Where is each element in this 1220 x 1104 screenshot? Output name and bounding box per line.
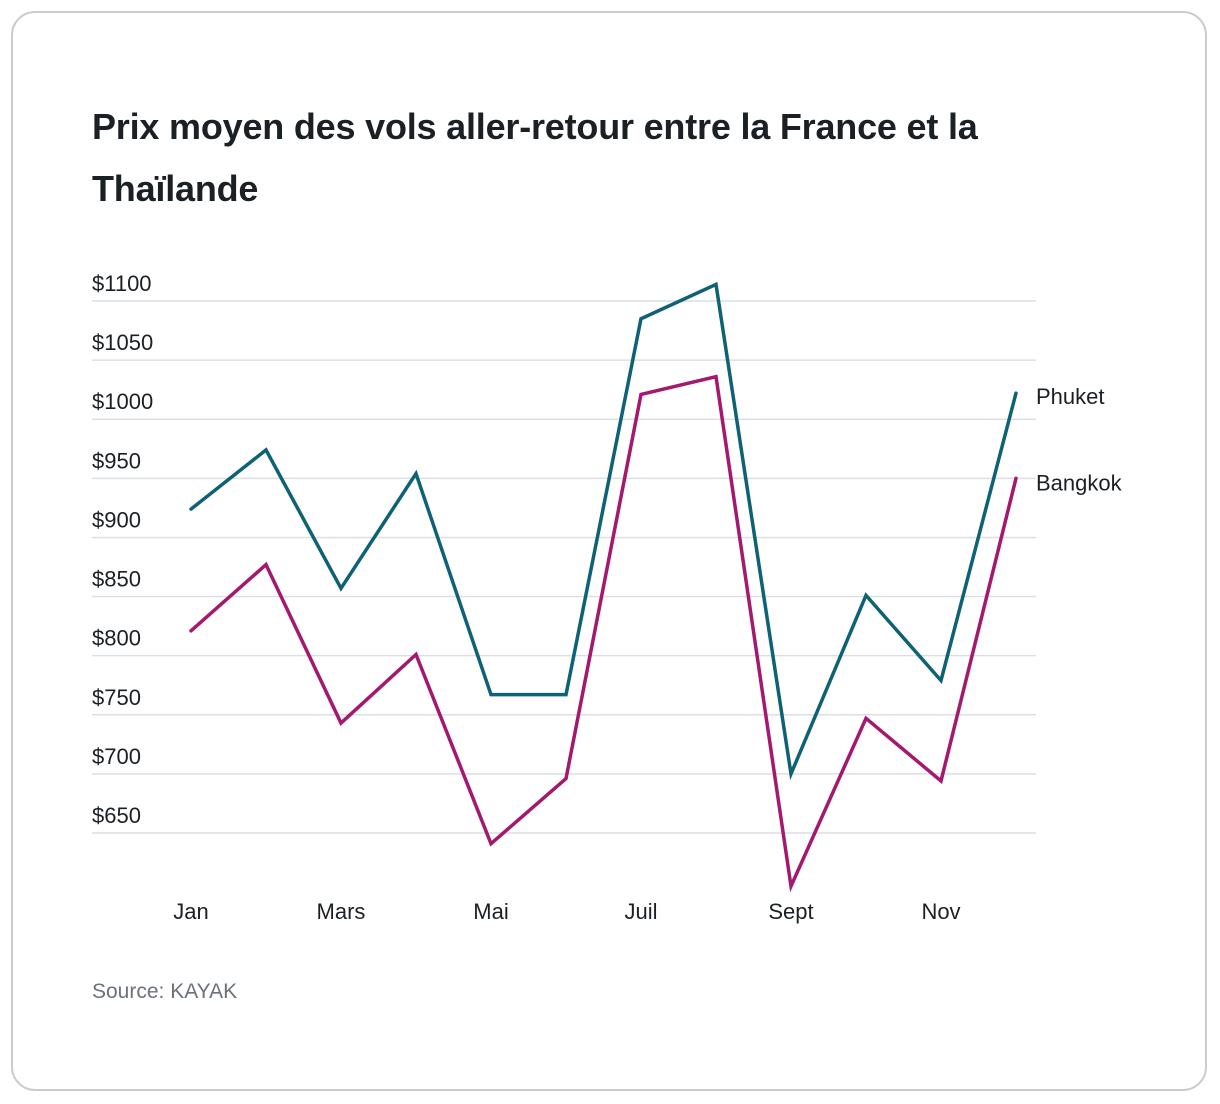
y-tick-label: $850 — [92, 567, 141, 592]
x-tick-label: Mai — [473, 899, 508, 924]
y-tick-label: $900 — [92, 507, 141, 532]
y-tick-label: $1100 — [92, 271, 152, 296]
y-tick-label: $750 — [92, 685, 141, 710]
series-lines — [189, 281, 1018, 893]
series-line-phuket — [189, 281, 1018, 781]
x-tick-label: Sept — [768, 899, 813, 924]
x-tick-label: Mars — [317, 899, 366, 924]
chart-title: Prix moyen des vols aller-retour entre l… — [92, 106, 978, 209]
source-note: Source: KAYAK — [92, 980, 238, 1003]
y-axis: $650 $700 $750 $800 $850 $900 $950 $1000 $1050 $1… — [92, 271, 153, 828]
x-tick-label: Nov — [921, 899, 960, 924]
series-label-phuket: Phuket — [1036, 384, 1105, 409]
y-tick-label: $650 — [92, 803, 141, 828]
x-axis: Jan Mars Mai Juil Sept Nov — [173, 899, 960, 924]
x-tick-label: Jan — [173, 899, 208, 924]
y-tick-label: $700 — [92, 744, 141, 769]
y-tick-label: $1000 — [92, 389, 153, 414]
y-tick-label: $950 — [92, 448, 141, 473]
series-label-bangkok: Bangkok — [1036, 470, 1123, 495]
x-tick-label: Juil — [624, 899, 657, 924]
series-labels: Phuket Bangkok — [1036, 384, 1123, 495]
series-line-bangkok — [189, 374, 1018, 893]
y-tick-label: $800 — [92, 626, 141, 651]
gridlines — [92, 300, 1036, 834]
y-tick-label: $1050 — [92, 330, 153, 355]
